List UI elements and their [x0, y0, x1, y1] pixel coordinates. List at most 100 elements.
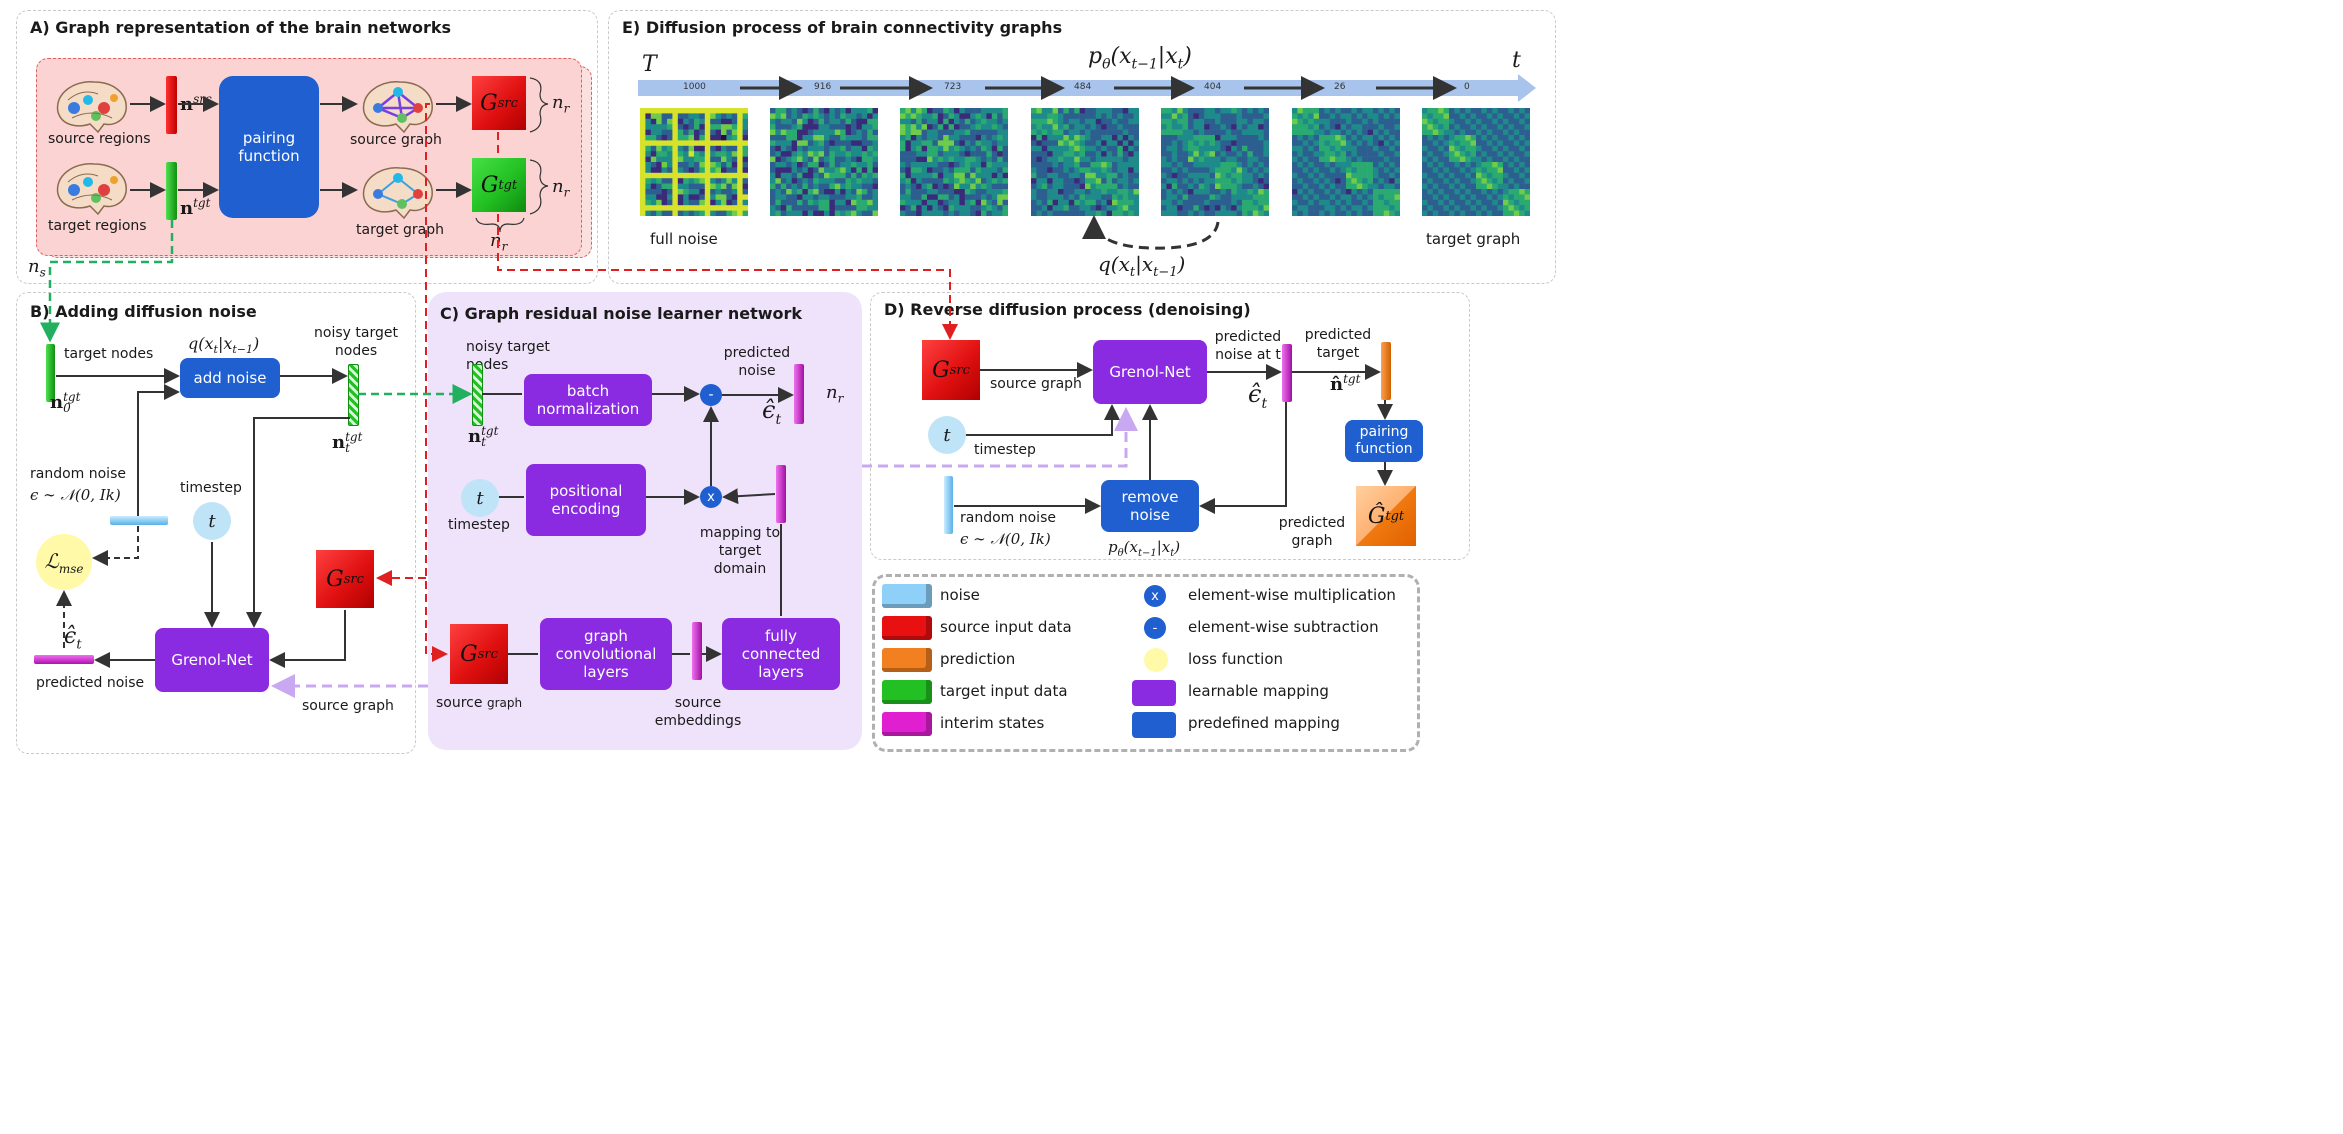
eps-hat-c: ϵ̂t [762, 396, 782, 428]
timestep-circle-c: t [461, 479, 499, 517]
timeline-step-label: 723 [944, 82, 962, 92]
random-noise-label-b: random noise [30, 466, 126, 482]
panel-d [870, 292, 1470, 560]
target-nodes-label: target nodes [64, 346, 154, 362]
predicted-target-label: predicted target [1304, 327, 1372, 362]
brain-source-graph-icon [362, 81, 433, 134]
n-r-label-a1: nr [552, 92, 570, 116]
target-graph-label-a: target graph [356, 222, 444, 238]
legend-label: source input data [940, 618, 1072, 636]
positional-encoding-box: positional encoding [526, 464, 646, 536]
predicted-noise-bar-c [794, 364, 804, 424]
loss-circle: ℒmse [36, 534, 92, 590]
legend-marker [1132, 680, 1176, 706]
legend-swatch [882, 680, 932, 704]
noisy-target-nodes-label-b: noisy target nodes [314, 325, 398, 360]
legend-label: element-wise subtraction [1188, 618, 1379, 636]
legend-marker: - [1144, 617, 1166, 639]
source-graph-label-c: source graph [436, 695, 523, 711]
legend-swatch [882, 584, 932, 608]
timestep-label-b: timestep [180, 480, 242, 496]
connectivity-heatmap [640, 108, 748, 216]
brain-source-icon [56, 81, 127, 134]
source-graph-label-b: source graph [302, 698, 394, 714]
panel-d-title: D) Reverse diffusion process (denoising) [884, 300, 1251, 319]
n0-label: n tgt 0 [50, 390, 81, 415]
fully-connected-layers-box: fully connected layers [722, 618, 840, 690]
remove-noise-box: remove noise [1101, 480, 1199, 532]
source-graph-label-d: source graph [990, 376, 1082, 392]
mapping-bar [776, 465, 786, 523]
q-formula-e: q(xt|xt−1) [1098, 252, 1186, 280]
legend-label: learnable mapping [1188, 682, 1329, 700]
panel-e-title: E) Diffusion process of brain connectivi… [622, 18, 1063, 37]
timeline-step-label: 1000 [683, 82, 706, 92]
nt-label-c: n tgt t [468, 424, 499, 449]
panel-a [16, 10, 598, 284]
timestep-label-c: timestep [448, 517, 510, 533]
n-tgt-label: ntgt [180, 196, 211, 219]
panel-b-title: B) Adding diffusion noise [30, 302, 257, 321]
n0-bar [46, 344, 55, 402]
target-regions-label: target regions [48, 218, 147, 234]
legend-swatch [882, 616, 932, 640]
legend-marker [1144, 648, 1168, 672]
add-noise-box: add noise [180, 358, 280, 398]
legend-label: target input data [940, 682, 1068, 700]
noise-bar-d [944, 476, 953, 534]
nt-label-b: n tgt t [332, 430, 363, 455]
legend-label: noise [940, 586, 980, 604]
source-graph-label-a: source graph [350, 132, 442, 148]
timeline-step-label: 916 [814, 82, 832, 92]
eps-dist-b: ϵ ∼ 𝒩(0, Ik) [30, 486, 121, 504]
n-r-label-c: nr [826, 382, 844, 406]
multiply-op: x [700, 486, 722, 508]
predicted-noise-label-c: predicted noise [723, 345, 791, 380]
subtract-op: - [700, 384, 722, 406]
p-formula-e: pθ(xt−1|xt) [1088, 44, 1192, 73]
grenol-net-box-b: Grenol-Net [155, 628, 269, 692]
connectivity-heatmap [770, 108, 878, 216]
legend-label: prediction [940, 650, 1016, 668]
n-src-bar [166, 76, 177, 134]
legend-label: element-wise multiplication [1188, 586, 1396, 604]
mapping-label: mapping to target domain [699, 525, 781, 578]
timestep-circle-d: t [928, 416, 966, 454]
n-r-label-a2: nr [552, 176, 570, 200]
n-hat-label: n̂tgt [1330, 372, 1361, 395]
legend-marker [1132, 712, 1176, 738]
source-regions-label: source regions [48, 131, 151, 147]
legend-marker: x [1144, 585, 1166, 607]
predicted-noise-label-b: predicted noise [36, 675, 145, 691]
timestep-circle-b: t [193, 502, 231, 540]
connectivity-heatmap [900, 108, 1008, 216]
timeline-step-label: 0 [1464, 82, 1470, 92]
noise-bar-b [110, 516, 168, 525]
target-graph-label-e: target graph [1426, 230, 1521, 248]
p-formula-d: pθ(xt−1|xt) [1108, 538, 1181, 559]
n-s-label: ns [28, 256, 46, 280]
legend [872, 574, 1420, 752]
grenol-net-box-d: Grenol-Net [1093, 340, 1207, 404]
eps-hat-b: ϵ̂t [64, 624, 82, 653]
T-label: T [642, 52, 657, 77]
timeline-step-label: 404 [1204, 82, 1222, 92]
legend-label: interim states [940, 714, 1045, 732]
timestep-label-d: timestep [974, 442, 1036, 458]
batch-normalization-box: batch normalization [524, 374, 652, 426]
brain-target-icon [56, 163, 127, 216]
pairing-function-box-a: pairing function [219, 76, 319, 218]
t-label-e: t [1512, 48, 1521, 73]
predicted-noise-bar-d [1282, 344, 1292, 402]
source-embeddings-bar [692, 622, 702, 680]
predicted-noise-bar-b [34, 655, 94, 664]
source-embeddings-label: source embeddings [654, 695, 742, 730]
panel-e [608, 10, 1556, 284]
legend-label: predefined mapping [1188, 714, 1340, 732]
graph-convolutional-layers-box: graph convolutional layers [540, 618, 672, 690]
